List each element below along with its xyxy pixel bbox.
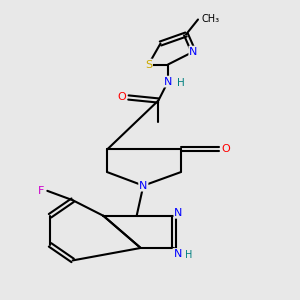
Text: CH₃: CH₃: [202, 14, 220, 25]
Text: O: O: [221, 144, 230, 154]
Text: N: N: [174, 208, 183, 218]
Text: H: H: [177, 78, 184, 88]
Text: N: N: [173, 249, 182, 259]
Text: S: S: [145, 59, 152, 70]
Text: N: N: [164, 76, 172, 87]
Text: F: F: [38, 186, 44, 196]
Text: N: N: [139, 181, 148, 191]
Text: N: N: [189, 46, 198, 57]
Text: O: O: [117, 92, 126, 103]
Text: H: H: [185, 250, 192, 260]
